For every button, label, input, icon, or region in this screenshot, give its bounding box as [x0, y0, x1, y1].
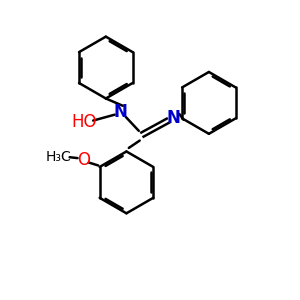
Text: N: N [114, 103, 128, 121]
Text: H₃C: H₃C [46, 150, 71, 164]
Text: N: N [167, 109, 181, 127]
Text: HO: HO [71, 113, 97, 131]
Text: O: O [77, 151, 90, 169]
